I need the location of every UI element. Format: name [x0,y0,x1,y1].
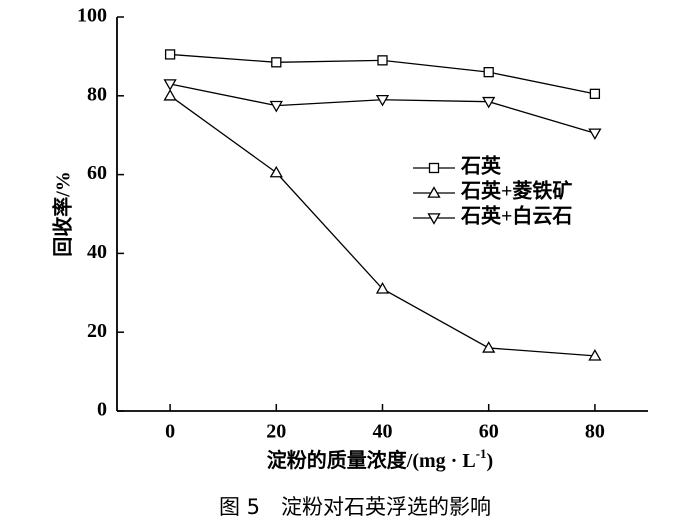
data-point [269,165,283,178]
legend-marker [427,186,441,198]
legend-label: 石英 [460,154,502,178]
data-point [164,49,176,60]
x-axis-label: 淀粉的质量浓度/(mg · L-1) [267,446,493,472]
y-tick-label: 40 [87,241,107,263]
x-tick-label: 20 [266,421,286,443]
x-axis-label-end: ) [487,450,494,472]
data-point [588,349,602,361]
x-axis-label-main: 淀粉的质量浓度/(mg · L [267,448,476,472]
data-point [163,88,177,101]
legend-marker [428,162,440,174]
x-tick-label: 40 [373,421,393,443]
legend-label: 石英+白云石 [460,204,572,228]
data-point [588,128,602,141]
y-tick-label: 60 [87,162,107,184]
y-tick-label: 100 [77,5,107,27]
data-point [375,282,390,294]
data-point [271,57,282,68]
y-axis-label: 回收率/% [51,171,75,257]
y-tick-label: 0 [97,399,107,421]
legend-label: 石英+菱铁矿 [460,179,572,203]
x-tick-label: 60 [479,421,499,443]
x-tick-label: 80 [585,421,605,443]
data-point [377,55,388,66]
x-tick-label: 0 [165,421,175,443]
y-tick-label: 20 [87,320,107,342]
series-line [169,83,596,134]
data-point [483,67,494,78]
data-point [482,341,496,353]
data-point [482,96,496,109]
data-point [375,94,390,107]
legend-marker [427,213,441,225]
data-point [269,100,283,113]
data-point [163,79,177,91]
data-point [589,88,601,99]
caption: 图 5 淀粉对石英浮选的影响 [219,495,491,519]
y-tick-label: 80 [87,83,107,105]
x-axis-label-sup: -1 [476,446,487,461]
